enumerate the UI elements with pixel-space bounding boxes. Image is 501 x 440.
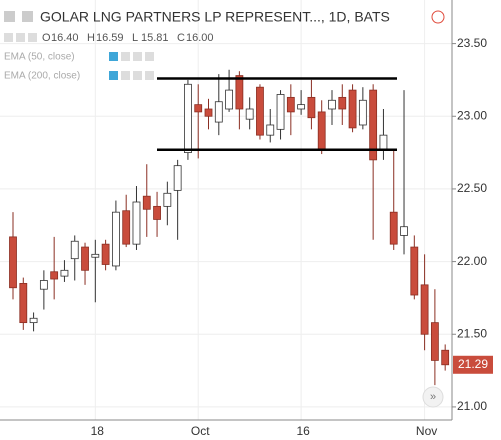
y-tick-label: 22.50: [457, 181, 487, 195]
candle-body: [276, 94, 285, 130]
candle-body: [70, 240, 79, 260]
candle-body: [81, 246, 89, 271]
ohlc-key: H: [87, 32, 95, 44]
symbol-title: GOLAR LNG PARTNERS LP REPRESENT..., 1D, …: [40, 9, 390, 25]
candle-body: [338, 96, 347, 110]
indicator-icon[interactable]: [145, 71, 154, 80]
scroll-button-circle[interactable]: [422, 386, 444, 408]
settings-icon[interactable]: [16, 33, 25, 42]
indicator-icon[interactable]: [133, 52, 142, 61]
indicator-icon[interactable]: [121, 52, 130, 61]
x-tick-label: Nov: [416, 424, 437, 438]
indicator-icon[interactable]: [121, 71, 130, 80]
ohlc-value: 16.00: [186, 32, 214, 44]
candle-body: [235, 75, 244, 110]
candle-body: [204, 108, 213, 117]
candle-body: [225, 89, 233, 110]
ohlc-key: C: [177, 32, 185, 44]
ohlc-key: L: [132, 32, 138, 44]
candle-body: [39, 280, 48, 290]
candle-body: [348, 89, 357, 129]
candle-body: [194, 104, 203, 113]
candle-body: [297, 104, 306, 110]
candle-body: [317, 111, 326, 151]
x-tick-label: 16: [296, 424, 310, 438]
collapse-icon[interactable]: [4, 11, 15, 22]
candle-body: [286, 96, 295, 113]
candle-body: [256, 86, 264, 136]
indicator-label: EMA (200, close): [4, 71, 80, 82]
legend: GOLAR LNG PARTNERS LP REPRESENT..., 1D, …: [4, 9, 445, 82]
alert-icon[interactable]: [431, 10, 445, 24]
candle-body: [410, 246, 419, 296]
candle-body: [122, 210, 131, 245]
candle-body: [153, 205, 161, 220]
y-tick-label: 21.00: [457, 399, 487, 413]
indicator-icon[interactable]: [133, 71, 142, 80]
indicator-icon[interactable]: [109, 71, 118, 80]
scroll-button[interactable]: »: [422, 386, 444, 408]
candle-body: [9, 236, 17, 289]
candle-body: [307, 96, 316, 119]
candle-body: [400, 226, 408, 236]
y-tick-label: 21.50: [457, 326, 487, 340]
candle-body: [91, 253, 100, 258]
candle-body: [245, 108, 254, 120]
candle-body: [29, 317, 38, 324]
ohlc-value: 15.81: [141, 32, 169, 44]
scroll-button-icon[interactable]: »: [430, 391, 436, 403]
indicator-icon[interactable]: [145, 52, 154, 61]
ohlc-value: 16.40: [51, 32, 79, 44]
marks: [9, 69, 450, 386]
x-tick-label: Oct: [191, 424, 210, 438]
ohlc-value: 16.59: [96, 32, 124, 44]
candle-body: [214, 101, 223, 123]
candle-body: [379, 134, 388, 151]
ohlc-values: O 16.40 H 16.59 L 15.81 C 16.00: [42, 32, 214, 44]
candle-body: [420, 284, 429, 335]
candle-body: [101, 243, 110, 265]
compare-icon[interactable]: [22, 11, 33, 22]
candle-body: [369, 89, 378, 161]
candle-body: [60, 269, 69, 277]
x-tick-label: 18: [91, 424, 105, 438]
candle-body: [19, 282, 28, 324]
y-tick-label: 22.00: [457, 254, 487, 268]
y-tick-label: 23.00: [457, 108, 487, 122]
candle-body: [173, 165, 182, 191]
last-price-label: 21.29: [458, 357, 488, 371]
ohlc-key: O: [42, 32, 51, 44]
indicator-label: EMA (50, close): [4, 52, 75, 63]
candle-body: [430, 322, 439, 361]
candle-body: [441, 349, 450, 366]
candle-body: [184, 83, 192, 153]
candle-body: [132, 201, 141, 245]
y-tick-label: 23.50: [457, 36, 487, 50]
candle-body: [328, 99, 336, 110]
indicator-icon[interactable]: [109, 52, 118, 61]
candle-body: [112, 211, 120, 267]
candle-body: [266, 124, 275, 136]
last-price-box: [453, 355, 493, 374]
eye-icon[interactable]: [4, 33, 13, 42]
candle-body: [358, 99, 367, 126]
close-icon[interactable]: [28, 33, 37, 42]
candle-body: [142, 195, 151, 210]
candle-body: [389, 211, 398, 245]
candle-body: [163, 192, 172, 207]
candle-body: [50, 271, 59, 280]
